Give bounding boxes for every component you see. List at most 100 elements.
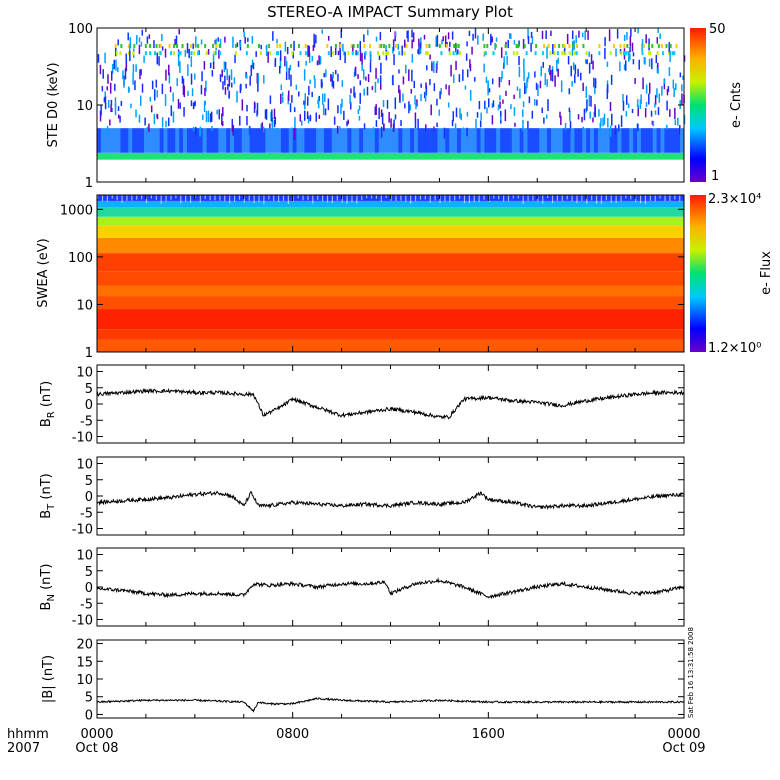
bt-ytick-label: 10 — [76, 458, 93, 473]
ste-cell — [506, 56, 508, 65]
ste-cell — [634, 78, 636, 84]
ste-cell — [106, 86, 109, 91]
ste-cell — [285, 71, 288, 81]
ste-cell — [629, 128, 634, 153]
ste-cell — [534, 51, 537, 56]
ste-cell — [116, 128, 121, 153]
ste-cell — [609, 125, 612, 137]
ste-cell — [321, 81, 323, 88]
swea-cell — [121, 195, 123, 203]
ste-cell — [271, 117, 274, 130]
ste-cell — [102, 69, 104, 79]
ste-cell — [114, 103, 117, 116]
ste-cell — [269, 123, 271, 130]
ste-cell — [472, 128, 477, 153]
ste-cell — [265, 152, 270, 160]
swea-cell — [214, 195, 216, 201]
ste-cell — [563, 48, 566, 54]
ste-cell — [190, 152, 196, 160]
swea-cell — [434, 195, 436, 201]
ste-cell — [660, 43, 663, 48]
ste-cell — [256, 72, 259, 84]
ste-cell — [116, 152, 121, 160]
ste-cell — [354, 92, 356, 99]
ste-cell — [191, 88, 194, 97]
ste-cell — [668, 67, 671, 77]
ste-cell — [644, 108, 647, 118]
ste-cell — [417, 128, 423, 153]
ste-cell — [132, 72, 134, 85]
ste-cell — [586, 59, 588, 65]
ste-cell — [672, 79, 675, 89]
ste-cell — [568, 107, 571, 113]
ste-cell — [394, 97, 397, 110]
ste-cell — [655, 54, 658, 64]
ste-cell — [658, 93, 661, 103]
swea-cell — [224, 195, 226, 202]
ste-cell — [319, 56, 322, 65]
ste-cell — [344, 52, 346, 64]
ste-cell — [363, 69, 365, 80]
ste-cell — [124, 152, 129, 160]
ste-cell — [268, 43, 271, 48]
ste-cell — [651, 58, 653, 70]
ste-cell — [575, 43, 578, 48]
ste-cell — [571, 49, 574, 56]
ste-cell — [619, 61, 621, 72]
ste-cell — [221, 121, 224, 127]
ste-cell — [669, 43, 672, 48]
ste-cell — [281, 96, 284, 103]
ste-cell — [449, 41, 451, 47]
ste-cell — [213, 51, 216, 56]
ste-cell — [228, 90, 230, 98]
ste-cell — [609, 51, 612, 56]
ste-cell — [241, 128, 247, 153]
ste-cell — [625, 51, 628, 56]
ste-cell — [296, 128, 301, 153]
ste-cell — [195, 36, 197, 48]
ste-cell — [140, 68, 142, 76]
ste-cell — [219, 38, 222, 48]
ste-cell — [447, 102, 450, 108]
ste-cell — [279, 58, 282, 69]
bn-ytick-label: 10 — [76, 549, 93, 564]
ste-cell — [673, 51, 676, 56]
ste-cell — [464, 128, 470, 153]
ste-cell — [410, 88, 413, 94]
ste-cell — [284, 152, 290, 160]
ste-cell — [260, 44, 263, 50]
ste-cell — [277, 51, 280, 56]
ste-cell — [649, 51, 652, 56]
ste-cell — [480, 112, 482, 121]
swea-band — [97, 237, 684, 254]
swea-band — [97, 309, 684, 330]
ste-cell — [357, 109, 360, 115]
ste-cell — [569, 110, 571, 121]
ste-cell — [119, 115, 121, 123]
swea-cell — [219, 195, 221, 201]
ste-cell — [402, 93, 404, 102]
ste-cell — [527, 72, 530, 79]
ste-cell — [254, 103, 256, 109]
ste-cell — [568, 51, 571, 56]
ste-cell — [577, 68, 579, 77]
swea-cell — [287, 195, 289, 204]
ste-colorbar-label: e- Cnts — [729, 82, 744, 128]
ste-cell — [209, 62, 212, 69]
ste-cell — [455, 51, 458, 56]
swea-cell — [170, 195, 172, 200]
ste-cell — [285, 61, 288, 73]
ste-cell — [273, 152, 278, 160]
ste-cell — [202, 152, 207, 160]
ste-cell — [594, 78, 597, 89]
ste-cell — [616, 28, 619, 39]
ste-cell — [100, 104, 102, 116]
ste-cell — [167, 128, 172, 153]
time-row2-label: 2007 — [7, 741, 40, 756]
ste-cell — [358, 115, 361, 121]
ste-cell — [428, 43, 431, 48]
ste-cell — [639, 99, 642, 109]
bt-ylabel: BT (nT) — [39, 473, 57, 519]
ste-cell — [109, 119, 111, 126]
